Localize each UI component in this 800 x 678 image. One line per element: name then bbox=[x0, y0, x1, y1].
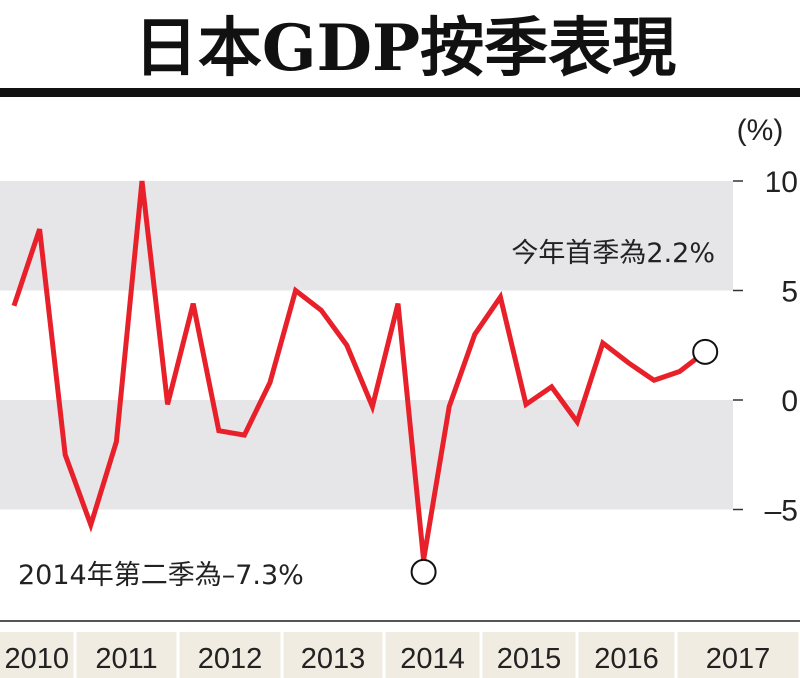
year-cell bbox=[677, 632, 799, 678]
year-cell bbox=[385, 632, 480, 678]
annotation-latest: 今年首季為2.2% bbox=[511, 238, 715, 269]
year-cell bbox=[76, 632, 177, 678]
year-cell bbox=[482, 632, 576, 678]
x-tick-label-year: 2015 bbox=[497, 643, 562, 675]
title-rule bbox=[0, 88, 800, 97]
x-tick-label-year: 2013 bbox=[301, 643, 366, 675]
y-tick-label: –5 bbox=[765, 495, 798, 528]
x-tick-label-year: 2010 bbox=[4, 643, 69, 675]
year-cell bbox=[0, 632, 74, 678]
year-cell bbox=[179, 632, 281, 678]
y-tick-label: 10 bbox=[765, 166, 798, 199]
annotation-low: 2014年第二季為–7.3% bbox=[18, 560, 304, 591]
chart-title: 日本GDP按季表現 bbox=[134, 11, 676, 86]
x-tick-label-year: 2014 bbox=[400, 643, 465, 675]
y-unit-label: (%) bbox=[737, 114, 784, 147]
year-cell bbox=[283, 632, 383, 678]
highlight-marker bbox=[692, 338, 719, 365]
y-tick-label: 0 bbox=[781, 385, 798, 418]
shaded-band-1 bbox=[0, 400, 733, 510]
x-tick-label-year: 2011 bbox=[95, 643, 157, 675]
shaded-band-0 bbox=[0, 181, 733, 291]
x-tick-label-year: 2016 bbox=[594, 643, 659, 675]
x-tick-label-year: 2012 bbox=[198, 643, 263, 675]
gdp-series-line bbox=[11, 180, 707, 561]
highlight-marker bbox=[410, 558, 437, 585]
y-tick-label: 5 bbox=[781, 276, 798, 309]
baseline-rule bbox=[0, 620, 800, 622]
x-tick-label-year: 2017 bbox=[706, 643, 771, 675]
year-cell bbox=[578, 632, 675, 678]
